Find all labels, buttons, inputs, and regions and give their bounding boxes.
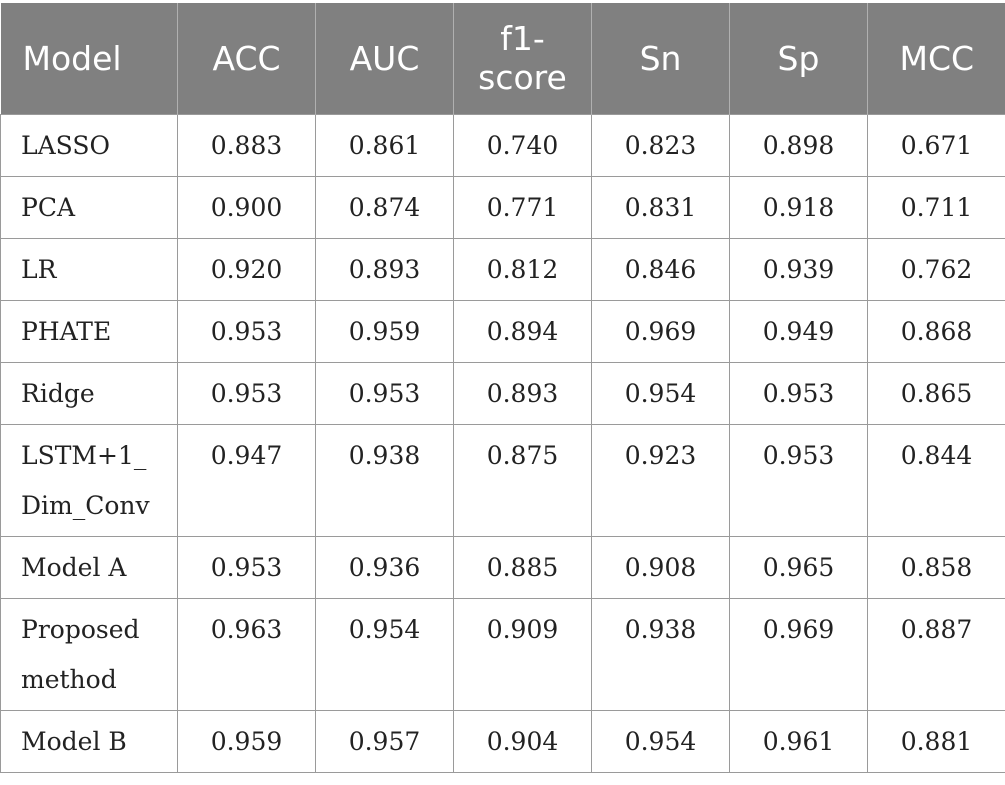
model-name-cell: PCA: [0, 175, 178, 239]
auc-cell: 0.861: [315, 113, 454, 177]
table-row: LASSO 0.883 0.861 0.740 0.823 0.898 0.671: [0, 113, 1005, 177]
sn-cell: 0.823: [591, 113, 730, 177]
f1-score-cell: 0.875: [453, 423, 592, 537]
header-auc: AUC: [315, 3, 454, 114]
acc-cell: 0.953: [177, 361, 316, 425]
mcc-cell: 0.711: [867, 175, 1005, 239]
header-sn: Sn: [591, 3, 730, 114]
f1-score-cell: 0.771: [453, 175, 592, 239]
mcc-cell: 0.868: [867, 299, 1005, 363]
auc-cell: 0.938: [315, 423, 454, 537]
f1-score-cell: 0.909: [453, 597, 592, 711]
header-model: Model: [0, 3, 178, 114]
sn-cell: 0.908: [591, 535, 730, 599]
acc-cell: 0.900: [177, 175, 316, 239]
table-row: Model B 0.959 0.957 0.904 0.954 0.961 0.881: [0, 709, 1005, 773]
table-body: LASSO 0.883 0.861 0.740 0.823 0.898 0.671 PCA 0.…: [0, 113, 1005, 773]
header-acc: ACC: [177, 3, 316, 114]
sp-cell: 0.961: [729, 709, 868, 773]
mcc-cell: 0.671: [867, 113, 1005, 177]
results-table: Model ACC AUC f1- score Sn Sp MCC LASSO 0.…: [0, 3, 1005, 773]
header-mcc: MCC: [867, 3, 1005, 114]
table-row: LSTM+1_ Dim_Conv 0.947 0.938 0.875 0.923 0.953…: [0, 423, 1005, 537]
mcc-cell: 0.762: [867, 237, 1005, 301]
acc-cell: 0.920: [177, 237, 316, 301]
table-header: Model ACC AUC f1- score Sn Sp MCC: [0, 3, 1005, 114]
f1-score-cell: 0.740: [453, 113, 592, 177]
mcc-cell: 0.887: [867, 597, 1005, 711]
f1-score-cell: 0.893: [453, 361, 592, 425]
mcc-cell: 0.844: [867, 423, 1005, 537]
sn-cell: 0.954: [591, 361, 730, 425]
mcc-cell: 0.881: [867, 709, 1005, 773]
sp-cell: 0.898: [729, 113, 868, 177]
sn-cell: 0.969: [591, 299, 730, 363]
table-row: LR 0.920 0.893 0.812 0.846 0.939 0.762: [0, 237, 1005, 301]
mcc-cell: 0.865: [867, 361, 1005, 425]
sn-cell: 0.938: [591, 597, 730, 711]
auc-cell: 0.936: [315, 535, 454, 599]
sp-cell: 0.953: [729, 361, 868, 425]
header-sp: Sp: [729, 3, 868, 114]
table-row: PCA 0.900 0.874 0.771 0.831 0.918 0.711: [0, 175, 1005, 239]
model-name-cell: Model A: [0, 535, 178, 599]
model-name-cell: LR: [0, 237, 178, 301]
sn-cell: 0.831: [591, 175, 730, 239]
sp-cell: 0.969: [729, 597, 868, 711]
auc-cell: 0.954: [315, 597, 454, 711]
sn-cell: 0.954: [591, 709, 730, 773]
table-row: Ridge 0.953 0.953 0.893 0.954 0.953 0.865: [0, 361, 1005, 425]
f1-score-cell: 0.904: [453, 709, 592, 773]
auc-cell: 0.953: [315, 361, 454, 425]
acc-cell: 0.947: [177, 423, 316, 537]
sp-cell: 0.949: [729, 299, 868, 363]
sp-cell: 0.918: [729, 175, 868, 239]
header-f1-score: f1- score: [453, 3, 592, 114]
table-row: Model A 0.953 0.936 0.885 0.908 0.965 0.858: [0, 535, 1005, 599]
acc-cell: 0.959: [177, 709, 316, 773]
sp-cell: 0.939: [729, 237, 868, 301]
model-name-cell: Proposed method: [0, 597, 178, 711]
table-row: PHATE 0.953 0.959 0.894 0.969 0.949 0.868: [0, 299, 1005, 363]
f1-score-cell: 0.812: [453, 237, 592, 301]
f1-score-cell: 0.885: [453, 535, 592, 599]
auc-cell: 0.959: [315, 299, 454, 363]
sn-cell: 0.923: [591, 423, 730, 537]
model-name-cell: Ridge: [0, 361, 178, 425]
acc-cell: 0.953: [177, 299, 316, 363]
model-name-cell: LASSO: [0, 113, 178, 177]
acc-cell: 0.883: [177, 113, 316, 177]
table-row: Proposed method 0.963 0.954 0.909 0.938 0.969 0…: [0, 597, 1005, 711]
sn-cell: 0.846: [591, 237, 730, 301]
acc-cell: 0.953: [177, 535, 316, 599]
auc-cell: 0.957: [315, 709, 454, 773]
sp-cell: 0.965: [729, 535, 868, 599]
auc-cell: 0.893: [315, 237, 454, 301]
acc-cell: 0.963: [177, 597, 316, 711]
header-row: Model ACC AUC f1- score Sn Sp MCC: [0, 3, 1005, 114]
model-name-cell: LSTM+1_ Dim_Conv: [0, 423, 178, 537]
mcc-cell: 0.858: [867, 535, 1005, 599]
model-name-cell: PHATE: [0, 299, 178, 363]
f1-score-cell: 0.894: [453, 299, 592, 363]
sp-cell: 0.953: [729, 423, 868, 537]
model-name-cell: Model B: [0, 709, 178, 773]
auc-cell: 0.874: [315, 175, 454, 239]
